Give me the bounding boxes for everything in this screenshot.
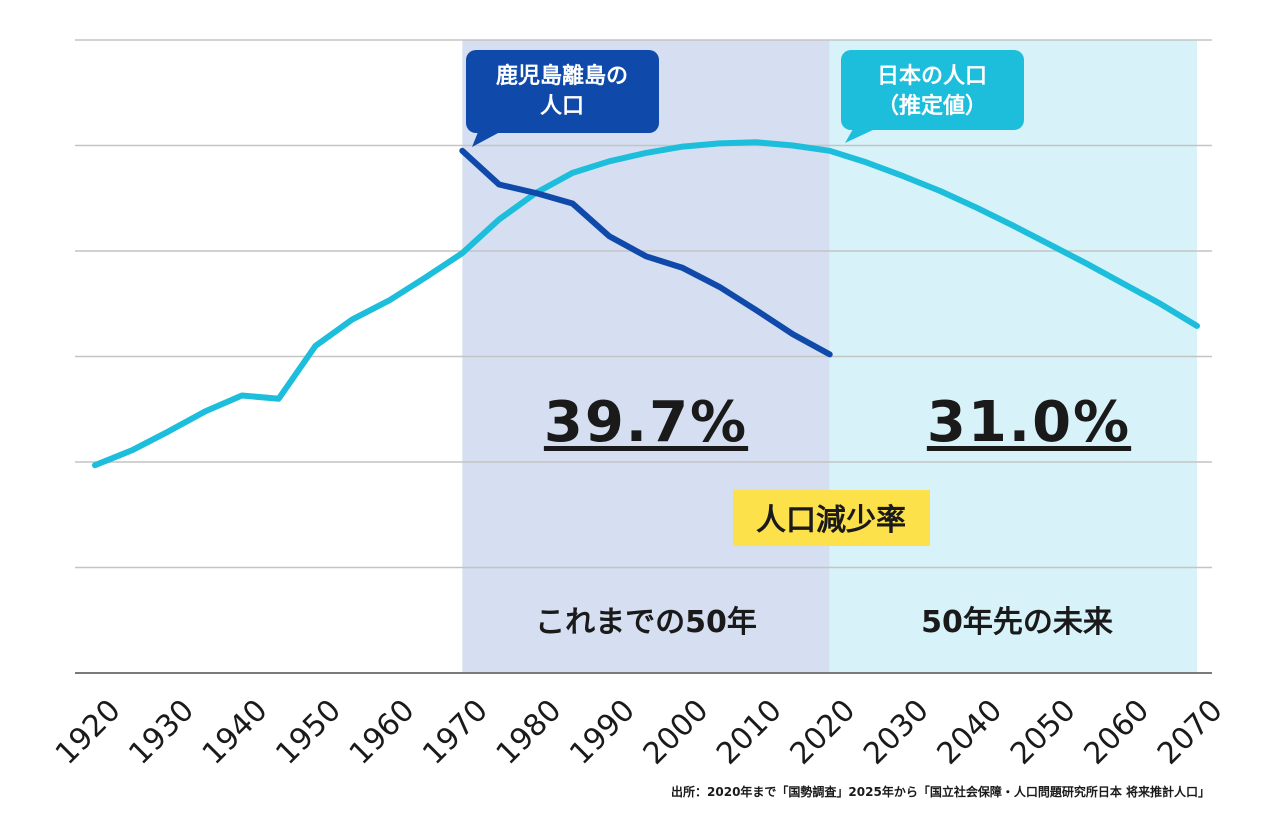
- x-tick-label: 1940: [196, 693, 275, 772]
- x-tick-label: 2070: [1151, 693, 1230, 772]
- x-tick-label: 2020: [784, 693, 863, 772]
- x-tick-label: 2050: [1004, 693, 1083, 772]
- x-tick-label: 1920: [49, 693, 128, 772]
- x-tick-label: 1950: [269, 693, 348, 772]
- x-tick-label: 1970: [416, 693, 495, 772]
- kagoshima-callout-text: 鹿児島離島の: [496, 63, 628, 89]
- japan-callout-text: （推定値）: [877, 93, 987, 119]
- decline-badge-label: 人口減少率: [756, 503, 906, 538]
- source-note: 出所：2020年まで「国勢調査」2025年から「国立社会保障・人口問題研究所日本…: [671, 784, 1210, 799]
- x-tick-label: 1980: [490, 693, 569, 772]
- period-labels: これまでの50年 50年先の未来: [535, 605, 1113, 640]
- series-lines: [92, 139, 1200, 469]
- x-tick-label: 2040: [930, 693, 1009, 772]
- decline-rates: 39.7% 31.0%: [543, 390, 1132, 455]
- japan-callout-box: [841, 50, 1024, 130]
- decline-badge: 人口減少率: [733, 490, 930, 546]
- kagoshima-callout-text: 人口: [540, 94, 584, 119]
- x-tick-label: 1990: [563, 693, 642, 772]
- x-tick-label: 2030: [857, 693, 936, 772]
- japan-callout-text: 日本の人口: [877, 64, 987, 89]
- x-tick-label: 1960: [343, 693, 422, 772]
- x-axis-ticks: 1920193019401950196019701980199020002010…: [49, 693, 1230, 772]
- period-label-2: 50年先の未来: [921, 605, 1113, 640]
- decline-rate-underline: [926, 446, 1132, 451]
- gridlines: [75, 39, 1212, 674]
- period-label-1: これまでの50年: [535, 605, 757, 640]
- decline-rate-underline: [543, 446, 749, 451]
- decline-rate-2: 31.0%: [927, 390, 1131, 455]
- x-tick-label: 2000: [637, 693, 716, 772]
- decline-badge-bg: [733, 490, 930, 546]
- japan-callout-pointer: [845, 129, 875, 143]
- kagoshima-callout-pointer: [472, 132, 500, 147]
- x-tick-label: 1930: [122, 693, 201, 772]
- japan-population-line: [92, 139, 1200, 469]
- decline-rate-1: 39.7%: [544, 390, 748, 455]
- kagoshima-callout-box: [466, 50, 659, 133]
- kagoshima-population-line: [459, 147, 833, 358]
- x-tick-label: 2010: [710, 693, 789, 772]
- x-tick-label: 2060: [1077, 693, 1156, 772]
